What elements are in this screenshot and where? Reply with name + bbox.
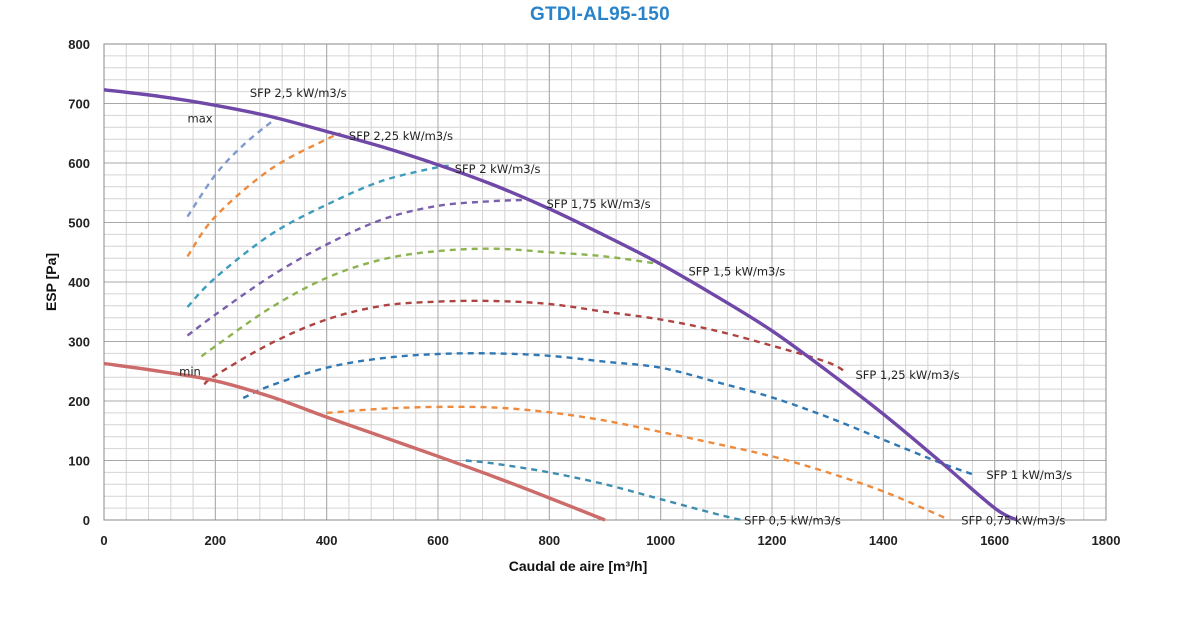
x-tick-label: 1800 [1092, 533, 1121, 548]
annotation-label: SFP 2 kW/m3/s [455, 162, 541, 176]
y-axis-label: ESP [Pa] [43, 253, 59, 311]
annotation-label: SFP 1,5 kW/m3/s [689, 264, 786, 278]
chart-title: GTDI-AL95-150 [529, 4, 671, 25]
annotation-label: SFP 0,5 kW/m3/s [744, 514, 841, 528]
annotation-label: SFP 1,25 kW/m3/s [856, 368, 960, 382]
series-line-sfp-1-25-kw-m3-s [203, 299, 848, 386]
series-line-min [103, 361, 606, 522]
x-tick-label: 1600 [980, 533, 1009, 548]
annotation-label: min [179, 364, 201, 378]
y-tick-label: 600 [68, 156, 90, 171]
y-tick-label: 500 [68, 216, 90, 231]
x-tick-label: 1400 [869, 533, 898, 548]
x-tick-label: 1000 [646, 533, 675, 548]
annotation-label: SFP 2,5 kW/m3/s [250, 86, 347, 100]
annotation-label: SFP 0,75 kW/m3/s [961, 514, 1065, 528]
y-tick-label: 300 [68, 335, 90, 350]
annotation-label: SFP 1,75 kW/m3/s [547, 197, 651, 211]
series-line-max [103, 88, 1018, 522]
series-line-sfp-1-75-kw-m3-s [186, 198, 530, 337]
series-line-sfp-2-25-kw-m3-s [186, 132, 342, 258]
annotation-label: max [188, 111, 213, 125]
x-tick-label: 200 [204, 533, 226, 548]
series-line-sfp-1-5-kw-m3-s [200, 247, 661, 358]
x-tick-label: 1200 [758, 533, 787, 548]
y-tick-label: 800 [68, 37, 90, 52]
annotation-label: SFP 1 kW/m3/s [986, 468, 1072, 482]
x-tick-label: 800 [538, 533, 560, 548]
series-line-sfp-0-5-kw-m3-s [465, 459, 742, 522]
y-tick-label: 100 [68, 454, 90, 469]
series-line-sfp-0-75-kw-m3-s [326, 405, 949, 522]
annotation-label: SFP 2,25 kW/m3/s [349, 129, 453, 143]
x-tick-label: 400 [316, 533, 338, 548]
series-line-sfp-2-5-kw-m3-s [186, 116, 278, 218]
x-tick-label: 600 [427, 533, 449, 548]
x-tick-label: 0 [100, 533, 107, 548]
y-tick-label: 0 [83, 513, 90, 528]
y-tick-label: 400 [68, 275, 90, 290]
y-tick-label: 200 [68, 394, 90, 409]
series-line-sfp-1-kw-m3-s [242, 352, 973, 476]
x-axis-label: Caudal de aire [m³/h] [509, 558, 647, 574]
y-tick-label: 700 [68, 97, 90, 112]
